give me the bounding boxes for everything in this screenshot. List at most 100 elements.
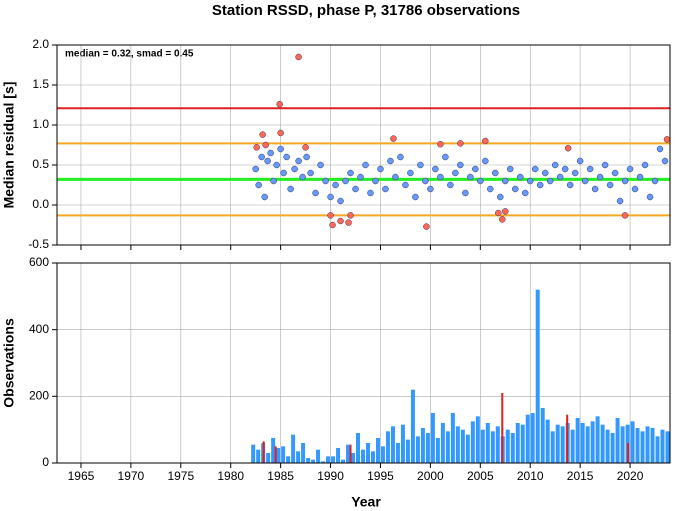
bar [605, 429, 610, 463]
bar [475, 416, 480, 463]
data-point [556, 173, 564, 181]
bar [627, 443, 630, 463]
y-axis-label: Median residual [s] [1, 82, 17, 209]
data-point [367, 189, 374, 197]
bar [655, 436, 660, 463]
data-point [457, 161, 464, 169]
data-point [487, 185, 494, 193]
data-point [495, 209, 502, 217]
bar [281, 446, 286, 463]
bar [341, 459, 346, 463]
data-point [261, 193, 268, 201]
data-point [407, 169, 414, 177]
bar [349, 444, 352, 463]
data-point [397, 153, 404, 161]
bar [540, 408, 545, 463]
bar [600, 424, 605, 463]
data-point [502, 177, 509, 185]
bar [650, 428, 655, 463]
bar [525, 414, 530, 463]
bar [620, 426, 625, 463]
bar [570, 429, 575, 463]
data-point [253, 144, 260, 151]
bar [635, 428, 640, 463]
data-point [327, 193, 334, 201]
data-point [307, 169, 314, 177]
data-point [507, 165, 514, 173]
bar [465, 434, 470, 463]
y-tick-label: 0.0 [32, 197, 49, 211]
data-point [372, 177, 379, 185]
bar [520, 424, 525, 463]
data-point [277, 129, 284, 137]
bar [251, 444, 256, 463]
bar [440, 423, 445, 463]
bar [550, 431, 555, 463]
data-point [295, 157, 302, 165]
data-point [295, 53, 302, 61]
bar [510, 433, 515, 463]
data-point [264, 157, 271, 165]
data-point [482, 137, 489, 145]
bar [405, 439, 410, 463]
data-point [252, 165, 259, 173]
bar [630, 421, 635, 463]
data-point [651, 177, 659, 185]
bar [501, 393, 504, 463]
data-point [437, 140, 444, 148]
bar [326, 456, 331, 463]
data-point [457, 140, 464, 147]
data-point [273, 161, 280, 169]
data-point [452, 169, 459, 177]
x-tick-label: 1970 [118, 469, 145, 483]
y-tick-label: 1.5 [32, 77, 49, 91]
bar [291, 434, 296, 463]
x-axis-label: Year [351, 494, 381, 510]
data-point [482, 157, 489, 165]
bar [545, 419, 550, 463]
data-point [536, 181, 544, 189]
data-point [270, 177, 277, 185]
data-point [499, 216, 506, 223]
data-point [337, 217, 344, 225]
x-tick-label: 2005 [467, 469, 494, 483]
bar [385, 431, 390, 463]
data-point [432, 165, 439, 173]
data-point [352, 185, 359, 193]
bar [515, 423, 520, 463]
bar [356, 433, 361, 463]
data-point [656, 145, 664, 153]
bar [615, 418, 620, 463]
data-point [392, 173, 399, 181]
data-point [621, 177, 629, 185]
bar [266, 453, 271, 463]
data-point [442, 153, 449, 161]
data-point [571, 169, 579, 177]
data-point [581, 177, 589, 185]
x-tick-label: 1995 [367, 469, 394, 483]
data-point [521, 189, 529, 197]
bar [336, 448, 341, 463]
data-point [626, 165, 634, 173]
chart-title: Station RSSD, phase P, 31786 observation… [212, 2, 520, 19]
data-point [477, 177, 484, 185]
bar [296, 451, 301, 463]
bar [530, 413, 535, 463]
x-tick-label: 1985 [267, 469, 294, 483]
bar [430, 413, 435, 463]
data-point [357, 173, 364, 181]
bar [380, 446, 385, 463]
data-point [262, 141, 269, 149]
data-point [516, 173, 524, 181]
bar [490, 431, 495, 463]
bar [370, 451, 375, 463]
y-tick-label: 1.0 [32, 117, 49, 131]
bar [311, 459, 316, 463]
data-point [267, 149, 274, 157]
bar [580, 423, 585, 463]
bar [400, 424, 405, 463]
data-point [327, 212, 334, 219]
data-point [337, 197, 344, 205]
data-point [347, 169, 354, 177]
